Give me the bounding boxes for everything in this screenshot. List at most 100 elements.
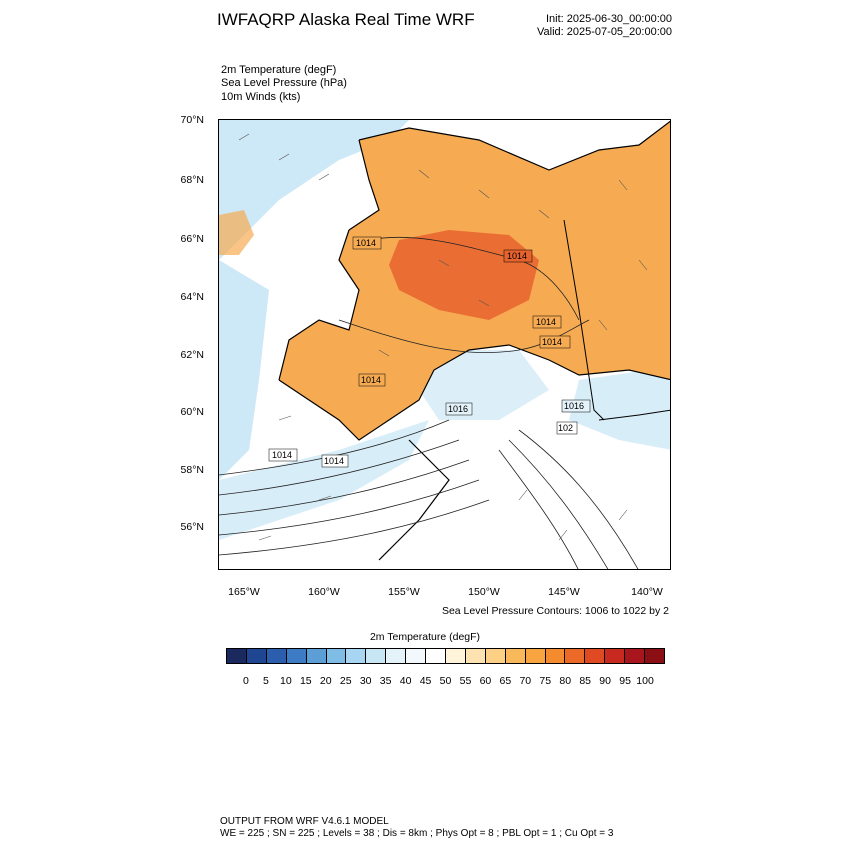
colorbar-tick-label: 80 xyxy=(559,675,572,687)
lon-label: 165°W xyxy=(228,586,260,598)
lat-label: 60°N xyxy=(180,406,204,418)
colorbar-tick-label: 10 xyxy=(280,675,292,687)
colorbar-tick-label: 30 xyxy=(359,675,372,687)
lat-label: 56°N xyxy=(180,521,204,533)
contour-label: 1014 xyxy=(536,317,556,327)
bc-border xyxy=(598,409,670,421)
interior-hot-area xyxy=(389,230,539,320)
contour-label: 1014 xyxy=(356,238,376,248)
contour-label: 1014 xyxy=(324,456,344,466)
alaska-map: 1014 1014 1014 1014 1014 1016 1016 1014 … xyxy=(219,120,670,569)
colorbar-tick-label: 35 xyxy=(379,675,392,687)
colorbar-swatch xyxy=(366,649,387,663)
lat-label: 68°N xyxy=(180,174,204,186)
lon-label: 160°W xyxy=(308,586,340,598)
colorbar-swatch xyxy=(306,649,327,663)
colorbar-swatch xyxy=(346,649,367,663)
wind-barbs xyxy=(238,133,648,541)
colorbar-tick-label: 55 xyxy=(459,675,472,687)
lat-label: 66°N xyxy=(180,233,204,245)
north-coastline xyxy=(358,120,670,171)
model-info-line-2: WE = 225 ; SN = 225 ; Levels = 38 ; Dis … xyxy=(220,828,614,839)
colorbar-tick-label: 5 xyxy=(262,675,269,687)
lon-label: 150°W xyxy=(468,586,500,598)
panhandle-cold-area xyxy=(569,370,670,450)
colorbar-tick-label: 25 xyxy=(339,675,352,687)
colorbar-tick-label: 75 xyxy=(539,675,552,687)
pressure-contour xyxy=(498,449,579,569)
colorbar-swatch xyxy=(525,649,546,663)
colorbar-swatch xyxy=(505,649,526,663)
pressure-contour xyxy=(338,319,590,353)
pressure-contour xyxy=(219,499,490,556)
colorbar-swatch xyxy=(266,649,287,663)
lat-label: 64°N xyxy=(180,291,204,303)
contour-labels: 1014 1014 1014 1014 1014 1016 1016 1014 … xyxy=(268,236,591,468)
contour-note: Sea Level Pressure Contours: 1006 to 102… xyxy=(441,605,669,617)
colorbar-swatch xyxy=(605,649,626,663)
colorbar-tick-label: 65 xyxy=(499,675,512,687)
colorbar xyxy=(226,648,665,664)
colorbar-swatch xyxy=(485,649,506,663)
colorbar-tick-label: 15 xyxy=(299,675,312,687)
colorbar-swatch xyxy=(565,649,586,663)
colorbar-swatch xyxy=(326,649,347,663)
pressure-contour xyxy=(219,459,470,516)
init-time: Init: 2025-06-30_00:00:00 xyxy=(546,13,672,25)
colorbar-tick-label: 90 xyxy=(599,675,611,687)
colorbar-tick-label: 95 xyxy=(619,675,631,687)
lon-label: 145°W xyxy=(548,586,580,598)
lon-label: 140°W xyxy=(631,586,663,598)
field-label-temperature: 2m Temperature (degF) xyxy=(221,64,337,76)
bristol-bay-cold-area xyxy=(219,420,429,540)
field-label-pressure: Sea Level Pressure (hPa) xyxy=(221,77,347,89)
map-panel: 1014 1014 1014 1014 1014 1016 1016 1014 … xyxy=(218,119,671,570)
arctic-cold-area xyxy=(219,120,409,260)
colorbar-tick-label: 85 xyxy=(579,675,592,687)
colorbar-swatch xyxy=(585,649,606,663)
canada-border xyxy=(563,219,605,421)
colorbar-swatch xyxy=(406,649,427,663)
contour-label: 1014 xyxy=(361,375,381,385)
south-coastline xyxy=(278,344,670,441)
lat-label: 58°N xyxy=(180,464,204,476)
valid-time: Valid: 2025-07-05_20:00:00 xyxy=(537,26,672,38)
field-label-winds: 10m Winds (kts) xyxy=(221,91,301,103)
colorbar-swatch xyxy=(227,649,247,663)
lat-label: 70°N xyxy=(180,114,204,126)
colorbar-swatch xyxy=(246,649,267,663)
contour-label: 1014 xyxy=(507,251,527,261)
colorbar-tick-label: 60 xyxy=(479,675,492,687)
model-info-line-1: OUTPUT FROM WRF V4.6.1 MODEL xyxy=(220,816,389,827)
colorbar-tick-label: 100 xyxy=(636,675,654,687)
colorbar-swatch xyxy=(645,649,664,663)
colorbar-swatch xyxy=(286,649,307,663)
contour-label: 102 xyxy=(558,423,573,433)
pressure-contour xyxy=(219,439,460,496)
colorbar-swatch xyxy=(445,649,466,663)
lon-label: 155°W xyxy=(388,586,420,598)
colorbar-swatch xyxy=(386,649,407,663)
colorbar-title: 2m Temperature (degF) xyxy=(369,631,481,643)
contour-label: 1016 xyxy=(448,404,468,414)
colorbar-swatch xyxy=(465,649,486,663)
colorbar-tick-label: 0 xyxy=(243,675,249,687)
colorbar-tick-label: 50 xyxy=(439,675,452,687)
contour-label: 1014 xyxy=(272,450,292,460)
seward-peninsula-warm-area xyxy=(219,210,254,255)
contour-label: 1014 xyxy=(542,337,562,347)
bering-coastline xyxy=(278,229,360,381)
bering-cold-area xyxy=(219,260,269,480)
alaska-peninsula-coastline xyxy=(378,439,450,561)
lat-label: 62°N xyxy=(180,349,204,361)
pressure-contour xyxy=(219,479,480,536)
colorbar-swatch xyxy=(426,649,446,663)
colorbar-tick-label: 20 xyxy=(319,675,332,687)
pressure-contour xyxy=(518,429,639,569)
colorbar-tick-label: 45 xyxy=(419,675,432,687)
cook-inlet-cold-area xyxy=(419,350,549,420)
colorbar-tick-label: 40 xyxy=(399,675,412,687)
pressure-contour xyxy=(508,439,609,569)
colorbar-swatch xyxy=(545,649,566,663)
plot-title: IWFAQRP Alaska Real Time WRF xyxy=(217,10,475,29)
